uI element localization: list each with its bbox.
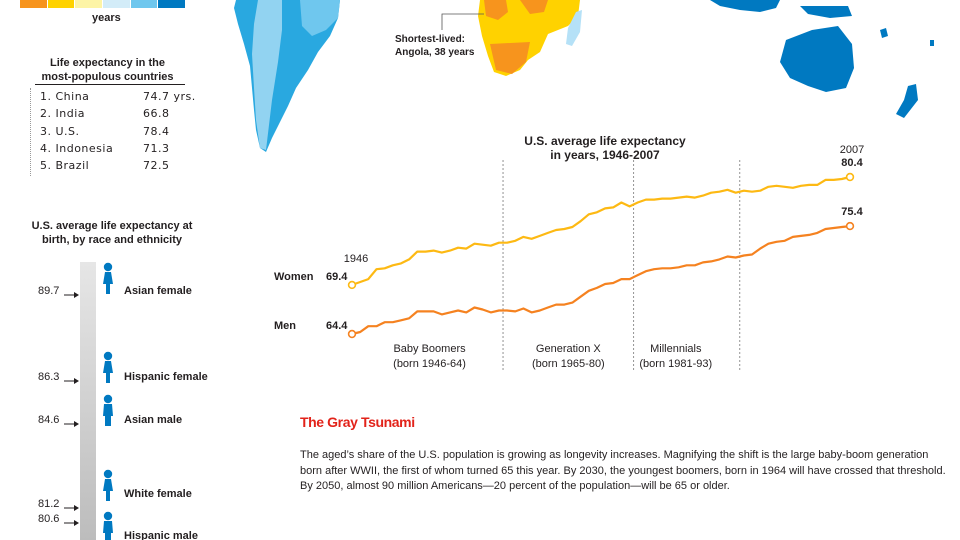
series-end-value: 75.4 — [841, 206, 863, 218]
female-person-icon — [99, 262, 117, 299]
bottom-partial-row — [300, 534, 940, 540]
tsunami-body: The aged’s share of the U.S. population … — [300, 449, 946, 492]
legend-swatch-2 — [47, 0, 76, 8]
map-africa-orange-1 — [484, 0, 508, 20]
map-madagascar — [566, 10, 582, 46]
map-color-legend — [20, 0, 187, 8]
race-scale-bar — [80, 262, 96, 540]
legend-swatch-3 — [75, 0, 104, 8]
start-year-label: 1946 — [344, 253, 368, 265]
race-value: 86.3 — [38, 371, 60, 383]
world-map — [234, 0, 934, 152]
race-label: Asian female — [124, 285, 192, 297]
race-title-line2: birth, by race and ethnicity — [42, 234, 182, 246]
race-pointer-arrow — [64, 416, 80, 434]
country-value: 71.3 — [143, 141, 170, 155]
map-africa-orange-2 — [520, 0, 548, 14]
legend-swatch-1 — [20, 0, 48, 8]
map-brazil-east — [300, 0, 340, 36]
series-start-point — [347, 280, 357, 290]
angola-annotation: Shortest-lived: Angola, 38 years — [395, 33, 474, 59]
map-africa-orange-3 — [490, 42, 530, 74]
map-asia-fragment — [710, 0, 780, 12]
series-name-label: Women — [274, 271, 314, 283]
race-label: White female — [124, 488, 192, 500]
country-value: 78.4 — [143, 124, 170, 138]
country-value: 72.5 — [143, 159, 170, 173]
country-name: 5. Brazil — [40, 159, 90, 173]
generation-name: Millennials — [650, 343, 702, 355]
populous-title-line1: Life expectancy in the — [50, 57, 165, 69]
race-title: U.S. average life expectancy at birth, b… — [14, 219, 210, 247]
legend-swatch-6 — [158, 0, 187, 8]
race-label: Hispanic female — [124, 371, 208, 383]
series-name-label: Men — [274, 320, 296, 332]
male-person-icon — [99, 394, 117, 431]
populous-title: Life expectancy in the most-populous cou… — [20, 56, 195, 84]
race-chart: 89.7 Asian female 86.3 Hispanic female 84.6 A… — [0, 0, 260, 540]
race-title-line1: U.S. average life expectancy at — [31, 220, 193, 232]
legend-swatch-4 — [103, 0, 131, 8]
country-value: 66.8 — [143, 107, 170, 121]
female-person-icon — [99, 469, 117, 506]
map-pacific-islands — [880, 28, 934, 46]
female-person-icon — [99, 351, 117, 388]
country-name: 4. Indonesia — [40, 141, 114, 155]
populous-table: 1. China 74.7 yrs. 2. India 66.8 3. U.S. 78… — [40, 90, 196, 176]
country-name: 1. China — [40, 90, 90, 103]
chart-title-line1: U.S. average life expectancy — [524, 134, 686, 148]
generation-name: Generation X — [536, 343, 601, 355]
legend-swatch-5 — [130, 0, 159, 8]
table-row: 4. Indonesia 71.3 — [40, 142, 196, 159]
angola-annotation-line1: Shortest-lived: — [395, 34, 466, 45]
generation-range: (born 1946-64) — [393, 358, 466, 370]
map-australia — [780, 26, 854, 92]
series-line-women — [351, 175, 851, 286]
generation-range: (born 1965-80) — [532, 358, 605, 370]
series-start-value: 64.4 — [326, 320, 348, 332]
race-pointer-arrow — [64, 515, 80, 533]
map-new-zealand — [896, 84, 918, 118]
angola-annotation-line2: Angola, 38 years — [395, 47, 475, 58]
series-end-value: 80.4 — [841, 157, 863, 169]
series-end-point — [845, 221, 855, 231]
table-row: 3. U.S. 78.4 — [40, 125, 196, 142]
end-year-label: 2007 — [840, 144, 864, 156]
populous-divider — [35, 84, 185, 85]
table-row: 2. India 66.8 — [40, 107, 196, 124]
generation-name: Baby Boomers — [393, 343, 466, 355]
race-label: Asian male — [124, 414, 183, 426]
race-pointer-arrow — [64, 500, 80, 518]
series-start-value: 69.4 — [326, 271, 348, 283]
angola-leader-line — [441, 13, 484, 30]
table-row: 1. China 74.7 yrs. — [40, 90, 196, 107]
country-name: 2. India — [40, 107, 85, 121]
legend-unit: years — [92, 12, 121, 24]
race-pointer-arrow — [64, 287, 80, 305]
map-papua — [800, 6, 852, 18]
country-value: 74.7 yrs. — [143, 90, 196, 103]
tsunami-title: The Gray Tsunami — [300, 414, 415, 430]
chart-title-line2: in years, 1946-2007 — [550, 148, 660, 162]
race-value: 81.2 — [38, 498, 60, 510]
race-value: 84.6 — [38, 414, 60, 426]
race-label: Hispanic male — [124, 530, 198, 540]
populous-side-rule — [30, 88, 31, 176]
race-value: 80.6 — [38, 513, 60, 525]
series-start-point — [347, 329, 357, 339]
country-name: 3. U.S. — [40, 124, 80, 138]
map-andes-region — [252, 0, 282, 150]
race-pointer-arrow — [64, 373, 80, 391]
race-value: 89.7 — [38, 285, 60, 297]
populous-title-line2: most-populous countries — [41, 71, 174, 83]
life-expectancy-chart: Women 69.4 80.4 Men 64.4 75.4 1946 2007 Baby Boo… — [274, 144, 864, 372]
chart-title: U.S. average life expectancy in years, 1… — [490, 134, 720, 162]
generation-range: (born 1981-93) — [639, 358, 712, 370]
series-line-men — [351, 225, 851, 336]
male-person-icon — [99, 511, 117, 540]
table-row: 5. Brazil 72.5 — [40, 159, 196, 176]
series-end-point — [845, 172, 855, 182]
